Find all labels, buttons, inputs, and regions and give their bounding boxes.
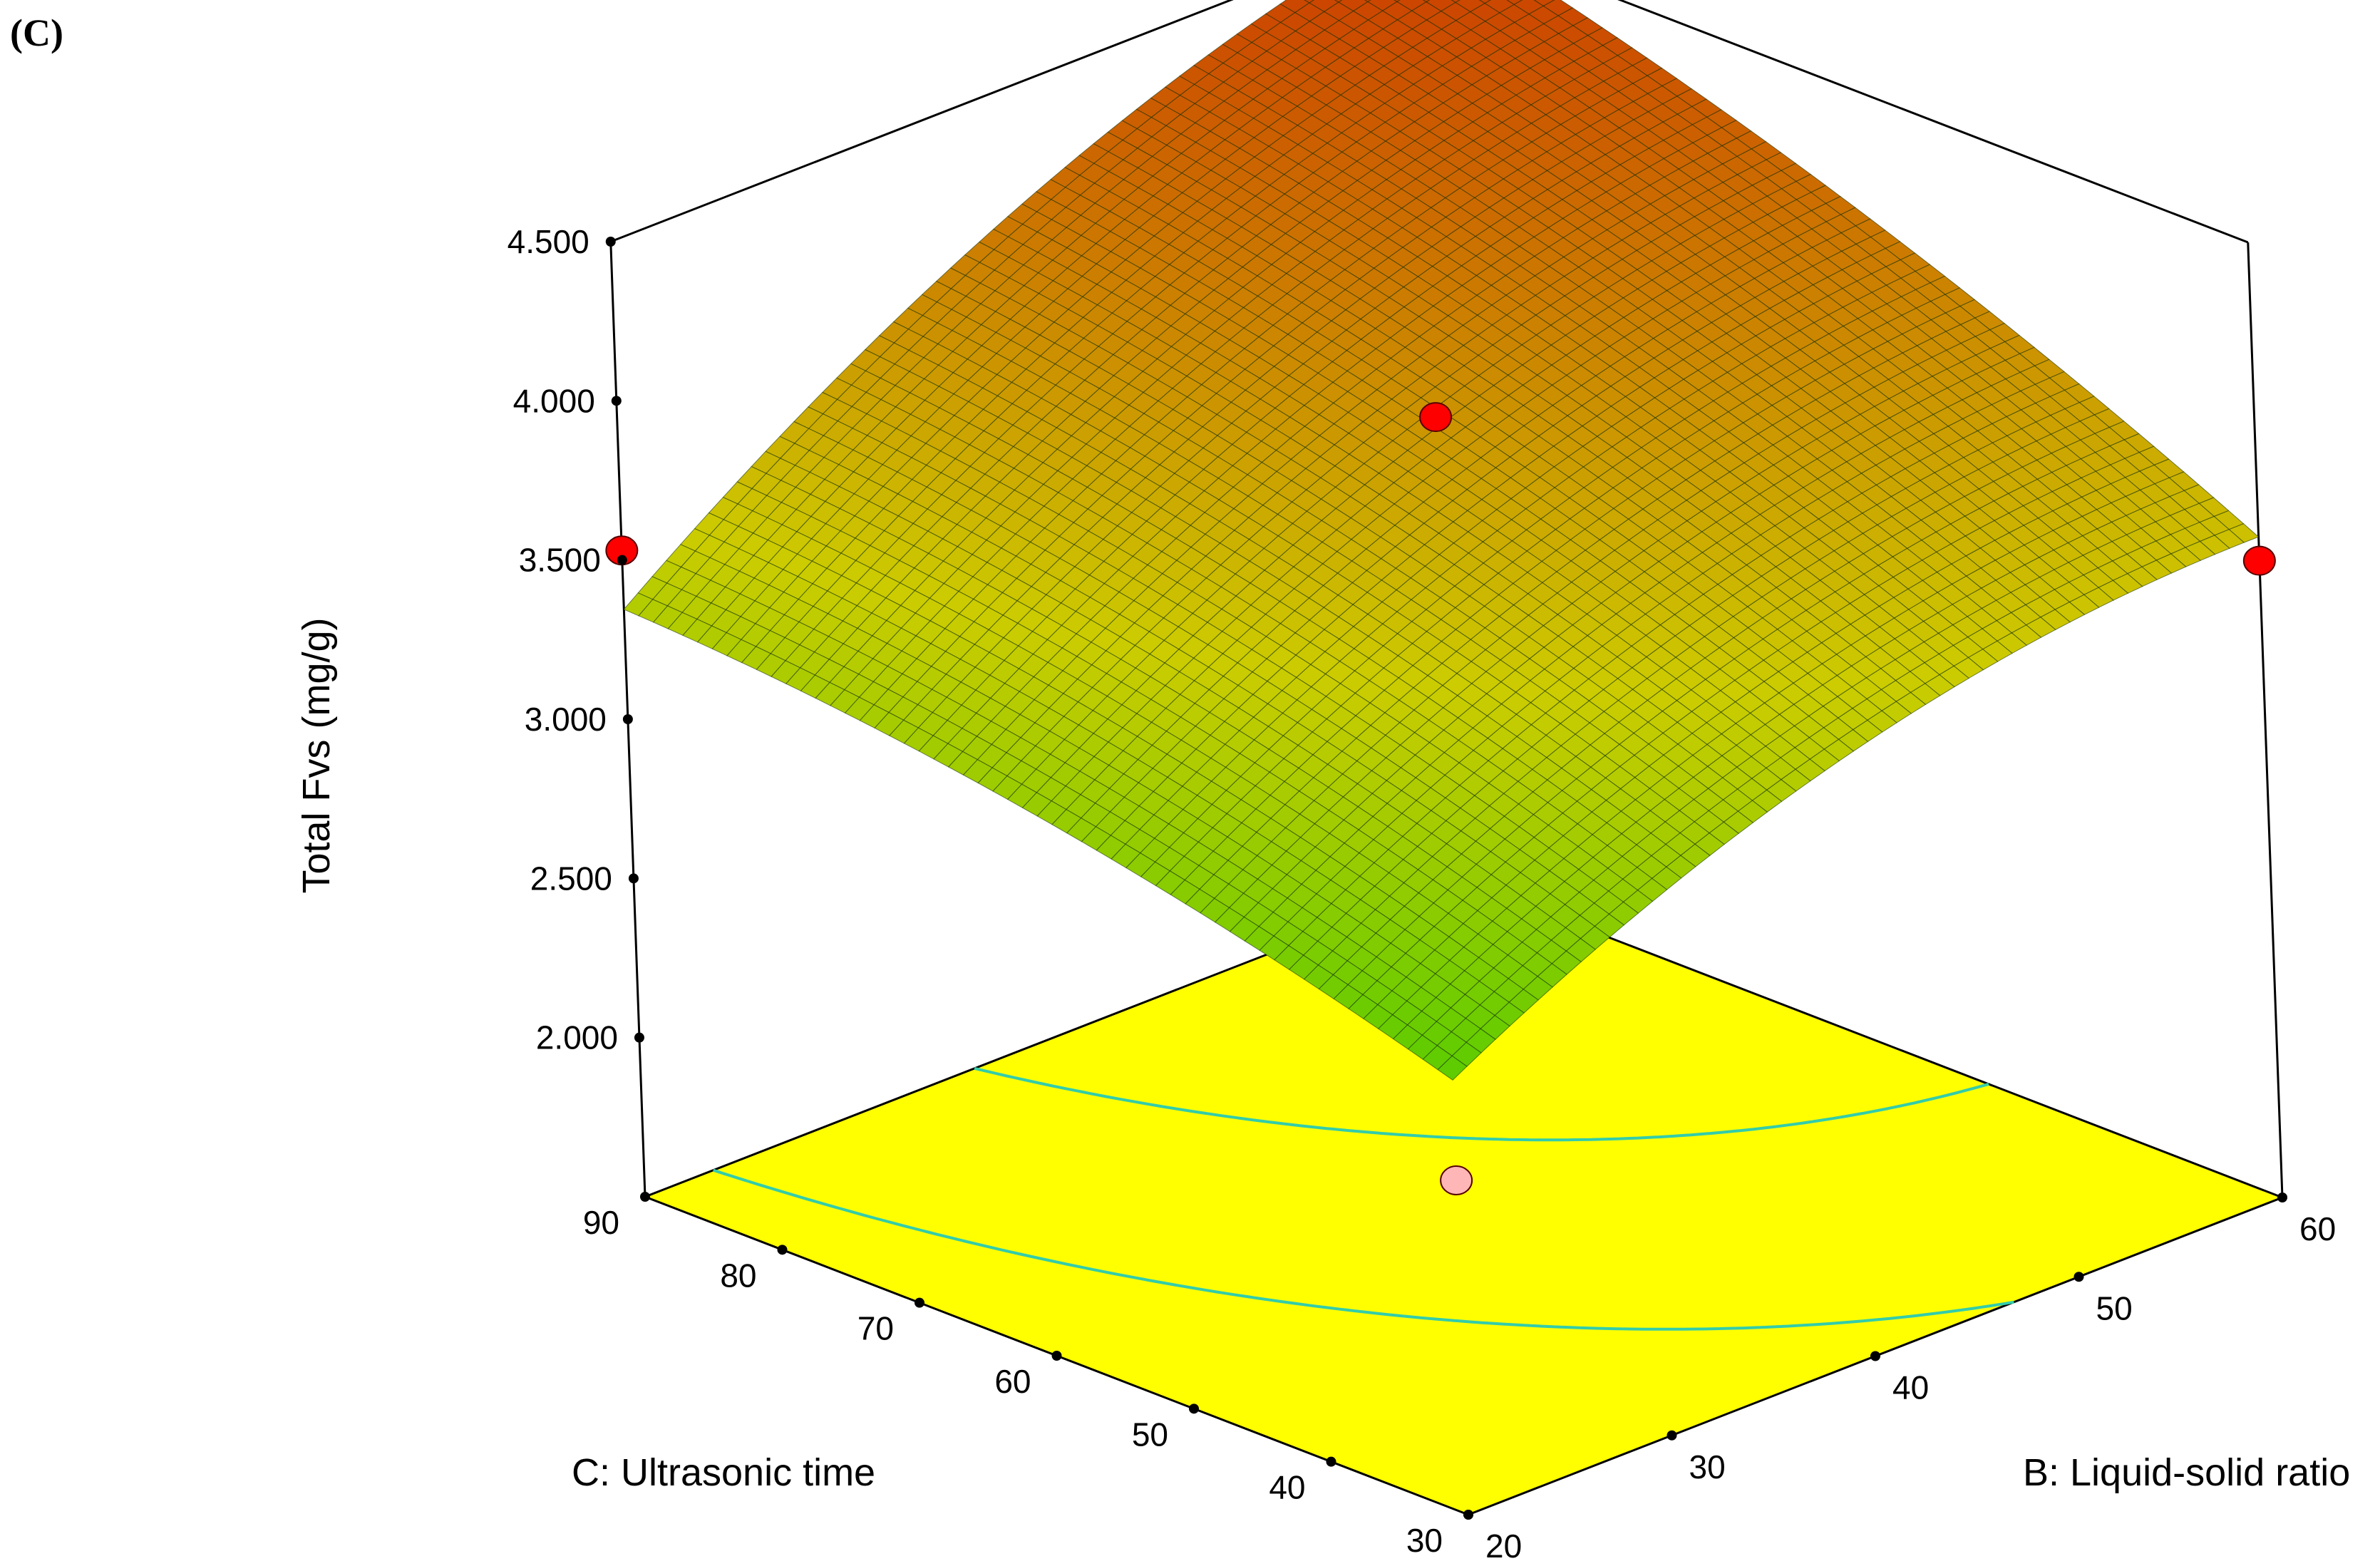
x-tick-label: 20 xyxy=(1485,1528,1522,1565)
z-tick-mark xyxy=(622,714,633,724)
y-tick-mark xyxy=(777,1245,788,1255)
x-axis-title: B: Liquid-solid ratio xyxy=(2023,1451,2350,1494)
z-tick-mark xyxy=(617,555,627,565)
y-tick-label: 30 xyxy=(1406,1522,1443,1559)
y-tick-label: 60 xyxy=(994,1363,1031,1400)
design-points xyxy=(605,402,2276,1195)
z-tick-label: 3.000 xyxy=(525,701,607,738)
x-tick-label: 40 xyxy=(1892,1369,1929,1406)
y-tick-mark xyxy=(915,1297,924,1308)
y-tick-label: 90 xyxy=(583,1204,619,1241)
z-tick-mark xyxy=(628,873,639,884)
surface-facet xyxy=(1437,1055,1468,1081)
y-tick-mark xyxy=(640,1192,650,1202)
box-edge xyxy=(610,0,1234,243)
floor-contours xyxy=(713,1066,2014,1331)
y-tick-mark xyxy=(1189,1403,1199,1414)
z-tick-label: 2.500 xyxy=(530,860,612,897)
y-tick-label: 50 xyxy=(1132,1416,1168,1453)
surface-facet xyxy=(1304,0,1315,4)
surface-facet xyxy=(1506,0,1523,5)
z-tick-label: 3.500 xyxy=(519,542,601,579)
box-edge xyxy=(2247,242,2284,1198)
z-axis-title: Total Fvs (mg/g) xyxy=(295,617,338,893)
panel-label: (C) xyxy=(10,11,63,54)
z-tick-mark xyxy=(634,1032,644,1043)
design-point xyxy=(1440,1165,1473,1195)
z-tick-mark xyxy=(605,237,616,247)
design-point xyxy=(1419,402,1453,433)
z-tick-label: 4.000 xyxy=(513,382,595,419)
x-tick-mark xyxy=(2277,1192,2287,1202)
surface-facet xyxy=(1394,0,1401,2)
y-tick-label: 40 xyxy=(1269,1469,1305,1506)
contour-line xyxy=(974,1066,1989,1142)
surface-facet xyxy=(1451,0,1461,4)
surface-facet xyxy=(1422,0,1431,3)
x-tick-mark xyxy=(2074,1272,2084,1282)
z-tick-mark xyxy=(611,396,622,406)
y-axis-title: C: Ultrasonic time xyxy=(572,1451,875,1494)
axis-ticks: 2.000 2.500 3.000 3.500 4.000 4.500 30 40 50 60 70… xyxy=(508,223,2337,1565)
x-tick-label: 60 xyxy=(2299,1210,2336,1247)
y-tick-label: 80 xyxy=(720,1257,756,1294)
y-tick-mark xyxy=(1326,1456,1336,1467)
surface-facet xyxy=(1334,0,1343,3)
contour-line xyxy=(713,1168,2014,1331)
x-tick-label: 30 xyxy=(1689,1448,1726,1485)
x-tick-mark xyxy=(1666,1430,1677,1441)
surface-facet xyxy=(1364,0,1371,3)
response-surface xyxy=(623,0,2260,1081)
x-tick-mark xyxy=(1870,1351,1880,1361)
z-tick-label: 4.500 xyxy=(508,223,589,260)
box-edge xyxy=(1617,0,2249,244)
y-tick-label: 70 xyxy=(857,1310,894,1347)
x-tick-mark xyxy=(1463,1510,1473,1520)
y-tick-mark xyxy=(1051,1351,1062,1361)
surface-facet xyxy=(1478,0,1492,4)
z-tick-label: 2.000 xyxy=(536,1019,618,1056)
design-point xyxy=(2242,545,2276,576)
x-tick-label: 50 xyxy=(2096,1289,2133,1327)
